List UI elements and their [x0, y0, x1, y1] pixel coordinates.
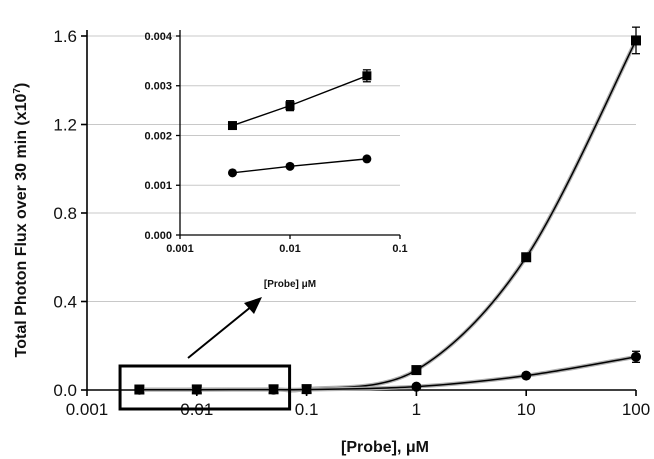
inset-series-square-point [362, 71, 372, 81]
main-x-axis-label: [Probe], μM [341, 439, 429, 456]
inset-y-tick-label: 0.004 [144, 31, 172, 43]
inset-y-tick-label: 0.000 [144, 230, 172, 242]
inset-series-circle-line [232, 158, 367, 174]
y-label-text: Total Photon Flux over 30 min (x10 [13, 93, 30, 357]
main-series-circle-point [191, 384, 202, 395]
main-y-tick-label: 1.2 [53, 116, 77, 135]
arrow-shaft [187, 305, 253, 359]
main-series-square-point [411, 365, 422, 376]
inset-series-circle-point [362, 154, 372, 164]
main-y-tick-label: 0.4 [53, 293, 77, 312]
inset-y-tick-label: 0.003 [144, 81, 172, 93]
main-series-circle-point [411, 381, 422, 392]
callout-arrow [187, 297, 262, 359]
inset-axes [176, 30, 401, 239]
main-series-square-point [521, 252, 532, 263]
arrow-head [244, 297, 262, 314]
inset-series-circle-point [285, 161, 295, 171]
y-label-exponent: 7 [12, 88, 23, 94]
main-y-tick-label: 0.8 [53, 204, 77, 223]
main-y-tick-label: 1.6 [53, 27, 77, 46]
inset-gridlines [180, 35, 400, 186]
main-series-square-point [631, 35, 641, 46]
main-y-tick-label: 0.0 [53, 381, 77, 400]
main-series [134, 26, 641, 395]
y-label-suffix: ) [13, 83, 30, 88]
inset-x-tick-label: 0.001 [166, 243, 194, 255]
main-series-circle-point [134, 384, 145, 395]
main-x-tick-label: 0.1 [295, 400, 319, 419]
main-x-tick-label: 1 [412, 400, 421, 419]
main-series-circle-point [521, 370, 532, 381]
inset-y-tick-label: 0.001 [144, 180, 172, 192]
inset-series [227, 69, 372, 178]
main-x-tick-label: 100 [622, 400, 650, 419]
main-series-circle-point [268, 384, 279, 395]
main-series-circle-point [631, 351, 641, 362]
main-x-tick-label: 10 [517, 400, 536, 419]
highlight-box [118, 364, 292, 411]
inset-series-square-line [232, 75, 368, 127]
inset-series-square-point [227, 121, 237, 131]
main-series-circle-line [139, 356, 637, 391]
main-x-tick-label: 0.001 [66, 400, 109, 419]
inset-x-tick-label: 0.01 [279, 243, 300, 255]
main-y-axis-label: Total Photon Flux over 30 min (x107) [12, 83, 30, 358]
main-series-circle-point [301, 384, 312, 395]
main-series-circle-halo [139, 354, 637, 392]
inset-x-axis-label: [Probe] μM [264, 279, 316, 290]
inset-x-tick-label: 0.1 [392, 243, 407, 255]
main-tick-labels: 0.0 0.4 0.8 1.2 1.6 0.001 0.01 0.1 1 10 100 [53, 27, 650, 419]
main-gridlines [87, 35, 636, 302]
inset-series-square-point [285, 101, 295, 111]
inset-y-tick-label: 0.002 [144, 130, 172, 142]
inset-series-circle-point [227, 168, 237, 178]
